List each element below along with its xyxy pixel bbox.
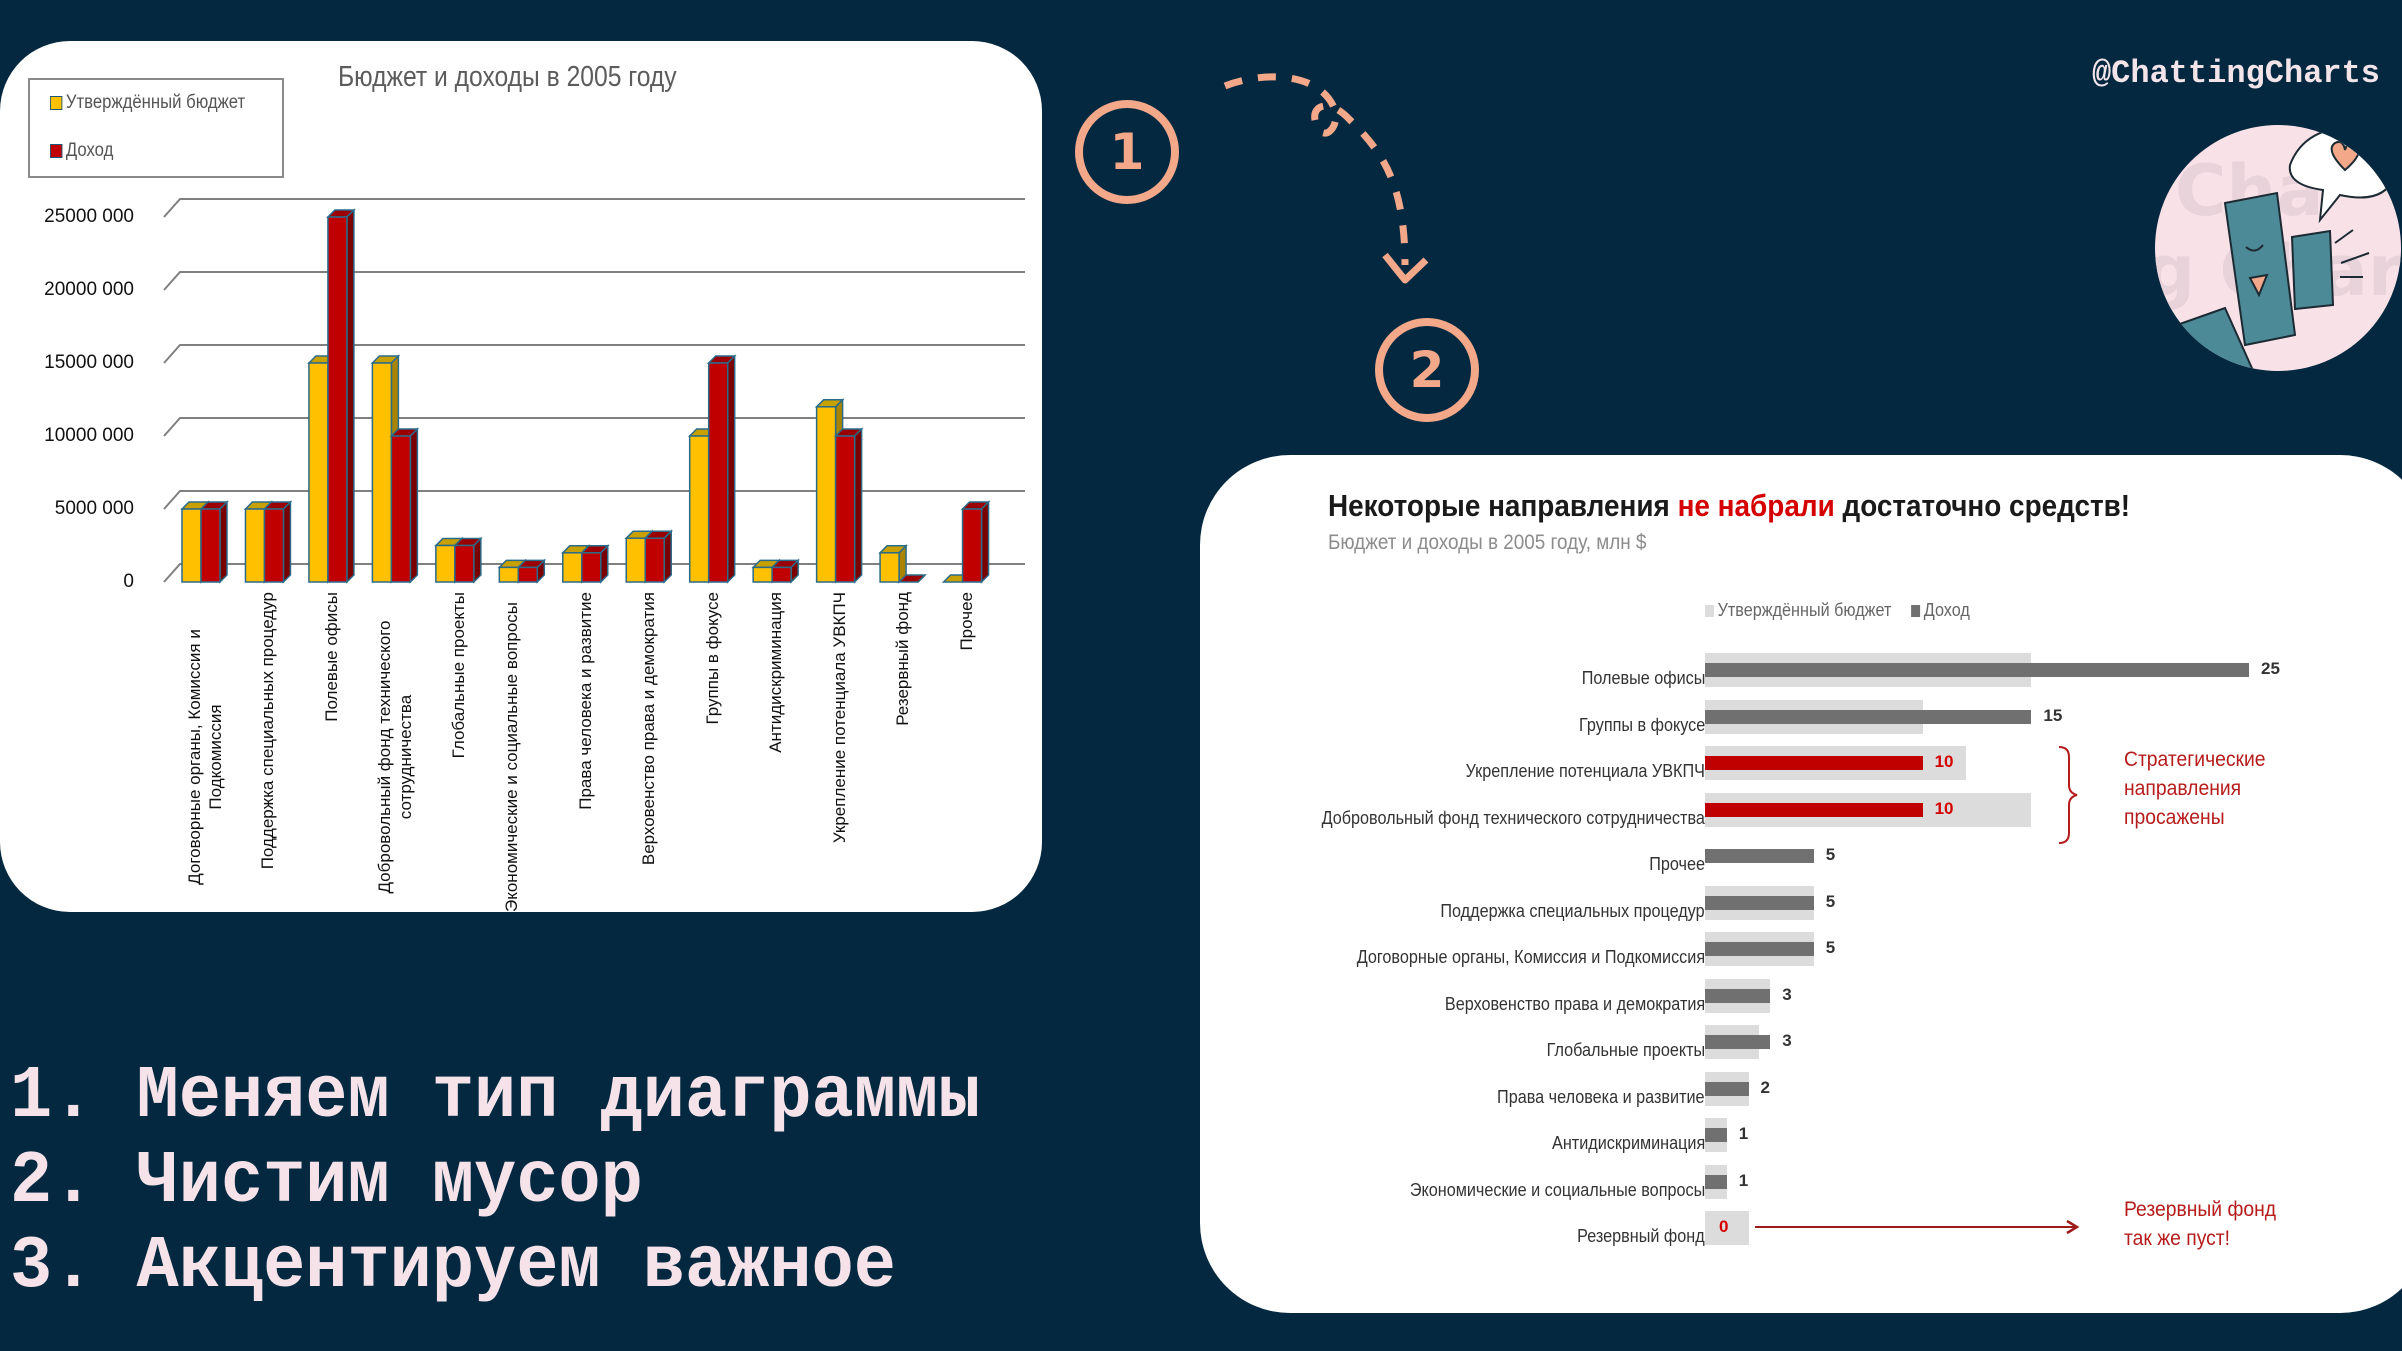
bracket-icon [2058, 746, 2078, 844]
annotation-strategic: Стратегические направления просажены [2124, 745, 2266, 832]
row-label: Экономические и социальные вопросы [1409, 1179, 1705, 1200]
annotation-line: так же пуст! [2124, 1227, 2231, 1250]
row-label: Антидискриминация [1551, 1133, 1705, 1153]
y-tick-label: 25000 000 [44, 206, 134, 227]
avatar-mascot-icon: Cha g Charts [2155, 125, 2401, 371]
budget-swatch-icon [50, 96, 63, 110]
income-bar [1705, 756, 1923, 770]
annotation-line: направления [2124, 777, 2242, 800]
income-bar [1705, 1174, 1727, 1189]
annotation-line: Стратегические [2124, 748, 2266, 771]
right-chart-legend: Утверждённый бюджет Доход [1705, 600, 1970, 621]
value-label: 0 [1719, 1217, 1729, 1236]
step-item-1: 1. Меняем тип диаграммы [10, 1055, 981, 1139]
legend-label: Доход [1923, 600, 1970, 620]
step-one-marker: 1 [1075, 100, 1179, 204]
row-label: Добровольный фонд технического сотруднич… [1321, 807, 1705, 828]
y-tick-label: 5000 000 [54, 498, 134, 519]
step-item-2: 2. Чистим мусор [10, 1140, 643, 1224]
value-label: 5 [1825, 891, 1836, 911]
value-label: 1 [1738, 1170, 1749, 1190]
legend-label: Утверждённый бюджет [65, 92, 246, 113]
income-bar [1705, 663, 2249, 677]
title-part: достаточно средств! [1834, 488, 2131, 523]
step-item-3: 3. Акцентируем важное [10, 1225, 896, 1309]
y-tick-label: 10000 000 [44, 425, 134, 446]
original-chart-card: Утверждённый бюджет Доход Бюджет и доход… [0, 41, 1042, 912]
x-tick-label: Верховенство права и демократия [639, 592, 659, 866]
y-tick-label: 15000 000 [44, 352, 134, 373]
income-bar [1705, 709, 2032, 724]
right-chart-subtitle: Бюджет и доходы в 2005 году, млн $ [1328, 531, 1647, 554]
annotation-line: Резервный фонд [2124, 1198, 2277, 1221]
row-label: Договорные органы, Комиссия и Подкомисси… [1356, 947, 1705, 967]
value-label: 3 [1782, 1031, 1792, 1050]
x-tick-label: Поддержка специальных процедур [258, 592, 278, 870]
x-tick-label: Добровольный фонд технического сотруднич… [375, 620, 416, 894]
x-tick-label: Группы в фокусе [702, 592, 722, 725]
legend-item-income: Доход [1911, 600, 1970, 621]
value-label: 5 [1825, 938, 1836, 957]
value-label: 10 [1934, 798, 1954, 818]
row-label: Глобальные проекты [1546, 1040, 1705, 1060]
legend-item-income: Доход [50, 140, 113, 162]
x-tick-label: Укрепление потенциала УВКПЧ [829, 592, 849, 844]
row-label: Права человека и развитие [1497, 1086, 1705, 1107]
right-chart-title: Некоторые направления не набрали достато… [1328, 488, 2130, 524]
income-bar [1705, 1081, 1749, 1096]
value-label: 1 [1738, 1124, 1749, 1143]
x-tick-label: Права человека и развитие [575, 592, 595, 810]
legend-label: Доход [65, 140, 114, 161]
x-tick-label: Глобальные проекты [448, 592, 468, 759]
x-tick-label: Экономические и социальные вопросы [502, 602, 522, 912]
row-label: Прочее [1649, 854, 1705, 874]
row-label: Полевые офисы [1581, 668, 1705, 688]
value-label: 3 [1782, 984, 1792, 1004]
title-part: Некоторые направления [1328, 488, 1678, 523]
arrow-right-icon [1755, 1219, 2080, 1235]
row-label: Укрепление потенциала УВКПЧ [1465, 761, 1705, 781]
value-label: 5 [1825, 845, 1836, 864]
left-chart-plot [163, 198, 1025, 584]
value-label: 2 [1760, 1077, 1770, 1097]
income-bar [1705, 942, 1814, 956]
x-tick-label: Прочее [956, 592, 976, 651]
author-handle: @ChattingCharts [2091, 55, 2380, 92]
value-label: 25 [2261, 659, 2280, 678]
annotation-reserve: Резервный фонд так же пуст! [2124, 1195, 2276, 1253]
income-bar [1705, 849, 1814, 863]
step-two-marker: 2 [1375, 318, 1479, 422]
legend-item-budget: Утверждённый бюджет [50, 92, 245, 114]
income-bar [1705, 802, 1923, 817]
y-tick-label: 20000 000 [44, 279, 134, 300]
income-bar [1705, 988, 1771, 1003]
value-label: 15 [2043, 705, 2063, 725]
legend-item-budget: Утверждённый бюджет [1705, 600, 1891, 621]
x-tick-label: Договорные органы, Комиссия и Подкомисси… [185, 629, 225, 885]
row-label: Верховенство права и демократия [1444, 993, 1705, 1014]
row-label: Группы в фокусе [1578, 714, 1705, 735]
budget-bar [1705, 1211, 1749, 1245]
row-label: Поддержка специальных процедур [1440, 900, 1705, 921]
x-tick-label: Полевые офисы [321, 592, 341, 722]
budget-swatch-icon [1705, 605, 1714, 617]
title-highlight: не набрали [1677, 488, 1835, 523]
value-label: 10 [1934, 752, 1954, 771]
income-swatch-icon [1911, 605, 1921, 617]
annotation-line: просажены [2124, 806, 2225, 829]
x-tick-label: Резервный фонд [893, 592, 913, 726]
income-bar [1705, 895, 1814, 910]
row-label: Резервный фонд [1577, 1226, 1705, 1246]
y-tick-label: 0 [123, 571, 134, 592]
dashed-arrow-icon [1223, 73, 1429, 284]
income-bar [1705, 1035, 1771, 1049]
left-chart-legend: Утверждённый бюджет Доход [28, 78, 284, 178]
steps-list: 1. Меняем тип диаграммы 2. Чистим мусор … [10, 1055, 980, 1310]
income-bar [1705, 1128, 1727, 1142]
legend-label: Утверждённый бюджет [1717, 600, 1892, 620]
improved-chart-card: Некоторые направления не набрали достато… [1200, 455, 2402, 1313]
income-swatch-icon [50, 144, 63, 158]
left-chart-title: Бюджет и доходы в 2005 году [338, 61, 677, 93]
x-tick-label: Антидискриминация [766, 592, 786, 753]
